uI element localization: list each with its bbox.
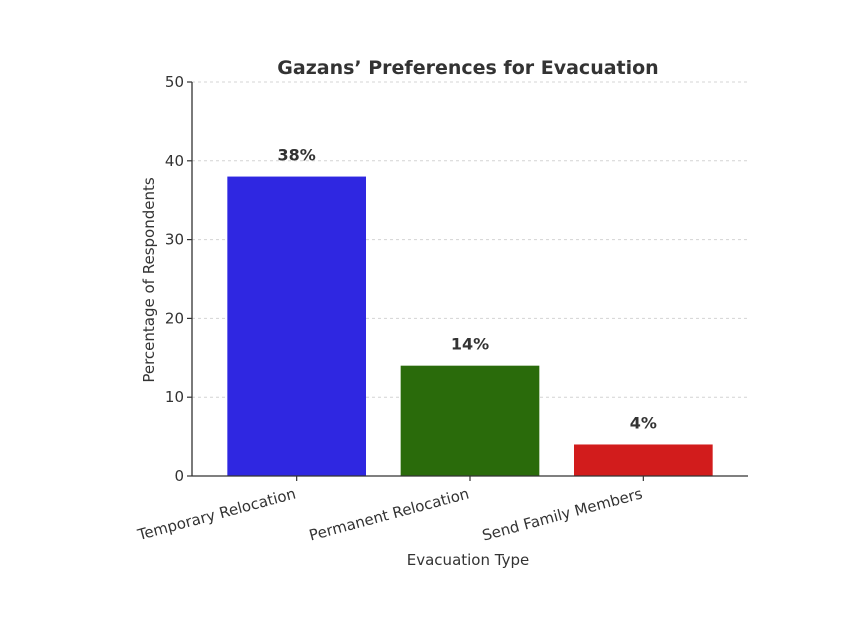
x-ticks: Temporary Relocation Permanent Relocation… <box>135 476 645 545</box>
bar <box>227 176 366 476</box>
bar <box>400 365 540 476</box>
chart-title: Gazans’ Preferences for Evacuation <box>277 57 658 79</box>
bar-value-label: 14% <box>451 335 489 354</box>
category-label: Send Family Members <box>480 484 644 544</box>
category-label: Permanent Relocation <box>307 484 471 544</box>
bar-value-label: 4% <box>630 413 657 432</box>
x-axis-label: Evacuation Type <box>407 551 529 569</box>
y-tick-label: 0 <box>174 467 184 485</box>
y-tick-label: 30 <box>165 231 184 249</box>
data-labels: 38% 14% 4% <box>278 146 657 433</box>
y-tick-label: 20 <box>165 309 184 327</box>
category-label: Temporary Relocation <box>135 484 298 544</box>
bar <box>574 444 713 476</box>
y-tick-label: 50 <box>165 73 184 91</box>
y-tick-label: 40 <box>165 152 184 170</box>
bar-value-label: 38% <box>278 146 316 165</box>
y-ticks: 0 10 20 30 40 50 <box>165 73 192 485</box>
y-axis-label: Percentage of Respondents <box>140 177 158 383</box>
y-tick-label: 10 <box>165 388 184 406</box>
bars <box>227 176 713 476</box>
